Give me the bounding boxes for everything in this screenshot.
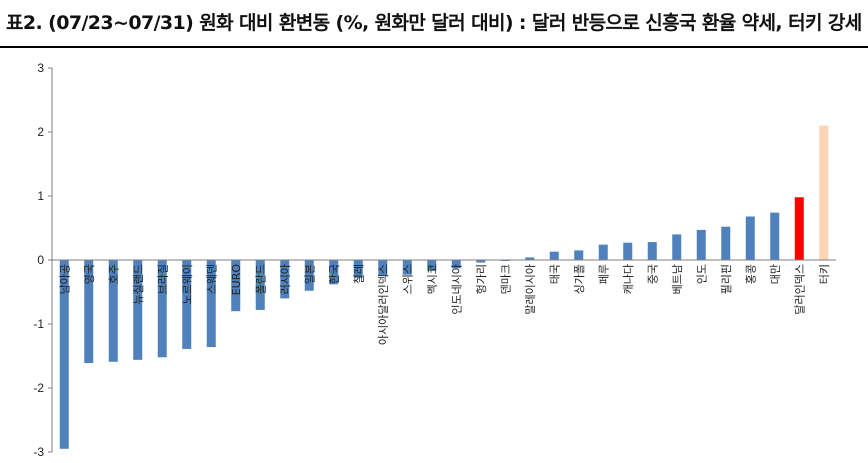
x-category-label: 터키 bbox=[818, 264, 831, 284]
bar-한국 bbox=[329, 260, 339, 285]
x-category-label: 일본 bbox=[302, 264, 316, 284]
x-category-label: 인도네시아 bbox=[450, 264, 463, 315]
chart-title: 표2. (07/23~07/31) 원화 대비 환변동 (%, 원화만 달러 대… bbox=[6, 12, 862, 34]
bar-대만 bbox=[770, 212, 780, 260]
bar-인도 bbox=[696, 229, 706, 260]
bar-헝가리 bbox=[476, 260, 486, 263]
bar-태국 bbox=[549, 251, 559, 260]
bar-멕시코 bbox=[427, 260, 437, 271]
y-tick-label: -1 bbox=[33, 317, 44, 331]
bar-남아공 bbox=[59, 260, 69, 449]
bar-싱가폴 bbox=[574, 250, 584, 260]
bar-달러인덱스 bbox=[794, 197, 804, 260]
x-category-label: 말레이시아 bbox=[524, 264, 537, 315]
bar-말레이시아 bbox=[525, 257, 535, 260]
x-category-label: 브라질 bbox=[156, 264, 169, 294]
bar-칠레 bbox=[353, 260, 363, 278]
x-category-label: 칠레 bbox=[352, 264, 365, 284]
y-tick-label: 3 bbox=[37, 61, 44, 75]
bar-노르웨이 bbox=[182, 260, 192, 349]
bar-EURO bbox=[231, 260, 241, 312]
x-category-label: 덴마크 bbox=[499, 264, 512, 294]
y-tick-label: -3 bbox=[33, 445, 44, 459]
x-category-label: 달러인덱스 bbox=[793, 264, 806, 315]
x-category-label: 필리핀 bbox=[720, 264, 733, 294]
bar-인도네시아 bbox=[451, 260, 461, 269]
bar-베트남 bbox=[672, 234, 682, 260]
x-category-label: 인도 bbox=[695, 264, 708, 284]
bar-일본 bbox=[304, 260, 314, 291]
y-tick-label: 1 bbox=[37, 189, 44, 203]
x-category-label: 스웨덴 bbox=[205, 264, 218, 294]
x-category-label: 베트남 bbox=[671, 264, 684, 294]
bar-아시아달러인덱스 bbox=[378, 260, 388, 276]
bar-중국 bbox=[647, 242, 657, 260]
bar-영국 bbox=[84, 260, 94, 364]
title-bar: 표2. (07/23~07/31) 원화 대비 환변동 (%, 원화만 달러 대… bbox=[0, 0, 868, 48]
x-category-label: 호주 bbox=[107, 264, 120, 284]
x-category-label: 멕시코 bbox=[426, 264, 439, 294]
x-category-label: 영국 bbox=[83, 264, 96, 284]
x-category-label: 캐나다 bbox=[622, 264, 635, 294]
x-category-label: 아시아달러인덱스 bbox=[377, 264, 390, 345]
bar-브라질 bbox=[157, 260, 167, 358]
x-category-label: 헝가리 bbox=[475, 264, 488, 294]
x-category-label: 홍콩 bbox=[743, 264, 757, 284]
bar-홍콩 bbox=[745, 216, 755, 260]
bar-캐나다 bbox=[623, 242, 633, 260]
bar-뉴질랜드 bbox=[133, 260, 143, 360]
x-category-label: 싱가폴 bbox=[573, 264, 586, 294]
x-category-label: 페루 bbox=[597, 264, 610, 284]
bar-스위스 bbox=[402, 260, 412, 275]
bar-페루 bbox=[598, 244, 608, 260]
x-category-label: 대만 bbox=[769, 264, 782, 284]
bar-러시아 bbox=[280, 260, 290, 299]
bar-필리핀 bbox=[721, 226, 731, 260]
x-category-label: 태국 bbox=[548, 264, 561, 284]
bar-스웨덴 bbox=[206, 260, 216, 348]
x-category-label: 노르웨이 bbox=[181, 264, 194, 304]
x-category-label: EURO bbox=[230, 264, 243, 296]
x-category-label: 남아공 bbox=[58, 264, 71, 294]
y-tick-label: 2 bbox=[37, 125, 44, 139]
x-category-label: 중국 bbox=[646, 264, 659, 284]
x-category-label: 스위스 bbox=[401, 264, 414, 294]
bar-터키 bbox=[819, 125, 829, 260]
bar-폴란드 bbox=[255, 260, 265, 310]
x-category-label: 폴란드 bbox=[254, 264, 267, 294]
bar-호주 bbox=[108, 260, 118, 362]
y-tick-label: 0 bbox=[37, 253, 44, 267]
x-category-label: 러시아 bbox=[279, 264, 292, 294]
x-category-label: 뉴질랜드 bbox=[132, 264, 145, 304]
y-tick-label: -2 bbox=[33, 381, 44, 395]
x-category-label: 한국 bbox=[328, 264, 341, 284]
